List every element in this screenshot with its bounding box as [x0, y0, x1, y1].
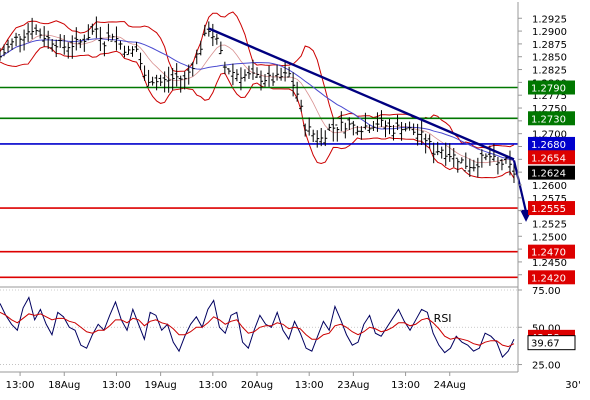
rsi-fast-line — [0, 296, 515, 358]
level-tag: 1.2470 — [531, 248, 566, 259]
price-tick-label: 1.2775 — [532, 91, 567, 102]
rsi-tag-box — [527, 335, 576, 351]
projection-arrow-shaft — [512, 160, 528, 213]
rsi-tick-label: 75.00 — [532, 286, 561, 297]
level-tag: 1.2730 — [531, 114, 566, 125]
price-tick-label: 1.2925 — [532, 14, 567, 25]
price-tag-box — [528, 165, 575, 180]
price-tag: 1.2654 — [531, 153, 566, 164]
price-tag-box — [528, 150, 575, 165]
level-tag: 1.2555 — [531, 204, 566, 215]
rsi-slow-line — [0, 311, 515, 348]
time-tick-label: 13:00 — [102, 380, 131, 391]
price-tick-label: 1.2600 — [532, 181, 567, 192]
level-tag: 1.2680 — [531, 140, 566, 151]
moving-average — [0, 38, 515, 161]
price-tick-label: 1.2875 — [532, 40, 567, 51]
level-tag: 1.2420 — [531, 273, 566, 284]
time-tick-label: 20Aug — [241, 380, 273, 391]
price-bars — [0, 16, 516, 183]
price-tick-label: 1.2450 — [532, 258, 567, 269]
time-tick-label: 13:00 — [391, 380, 420, 391]
price-tag: 1.2624 — [531, 169, 566, 180]
time-unit-label: 30' — [565, 380, 580, 391]
price-tags: 1.2790 1.2730 1.2680 1.2555 1.2470 1.2420 1.26… — [528, 80, 575, 285]
horizontal-levels — [0, 86, 518, 279]
time-tick-label: 19Aug — [144, 380, 176, 391]
time-tick-label: 13:00 — [6, 380, 35, 391]
price-tick-label: 1.2525 — [532, 219, 567, 230]
price-tick-label: 1.2900 — [532, 27, 567, 38]
level-tag: 1.2790 — [531, 84, 566, 95]
rsi-lines — [0, 289, 518, 365]
level-tag-box — [528, 80, 575, 95]
time-tick-label: 18Aug — [48, 380, 80, 391]
level-tag-box — [528, 136, 575, 151]
price-tick-label: 1.2750 — [532, 104, 567, 115]
level-tag-box — [528, 270, 575, 285]
level-tag-box — [528, 244, 575, 259]
time-tick-label: 13:00 — [295, 380, 324, 391]
price-tick-label: 1.2500 — [532, 232, 567, 243]
time-tick-label: 23Aug — [337, 380, 369, 391]
level-tag-box — [528, 201, 575, 216]
price-y-axis: 1.29251.29001.28751.28501.28251.28001.27… — [517, 2, 567, 372]
level-tag-box — [528, 111, 575, 126]
price-tick-label: 1.2700 — [532, 130, 567, 141]
rsi-label: RSI — [434, 312, 452, 325]
resistance-trendline — [208, 27, 515, 161]
moving-average-line — [0, 38, 515, 161]
lower-band — [0, 46, 515, 179]
rsi-value-tag: 39.67 — [531, 339, 560, 350]
price-panel: 1.29251.29001.28751.28501.28251.28001.27… — [0, 2, 575, 372]
price-tick-label: 1.2850 — [532, 53, 567, 64]
price-tick-label: 1.2575 — [532, 194, 567, 205]
time-tick-label: 13:00 — [198, 380, 227, 391]
rsi-tick-label: 50.00 — [532, 323, 561, 334]
price-tick-label: 1.2825 — [532, 66, 567, 77]
rsi-tick-label: 25.00 — [532, 361, 561, 372]
time-tick-label: 24Aug — [434, 380, 466, 391]
time-x-axis: 13:00 18Aug 13:00 19Aug 13:00 20Aug 13:00 23Aug… — [0, 371, 581, 391]
upper-band — [0, 11, 515, 149]
bollinger-bands — [0, 11, 515, 179]
